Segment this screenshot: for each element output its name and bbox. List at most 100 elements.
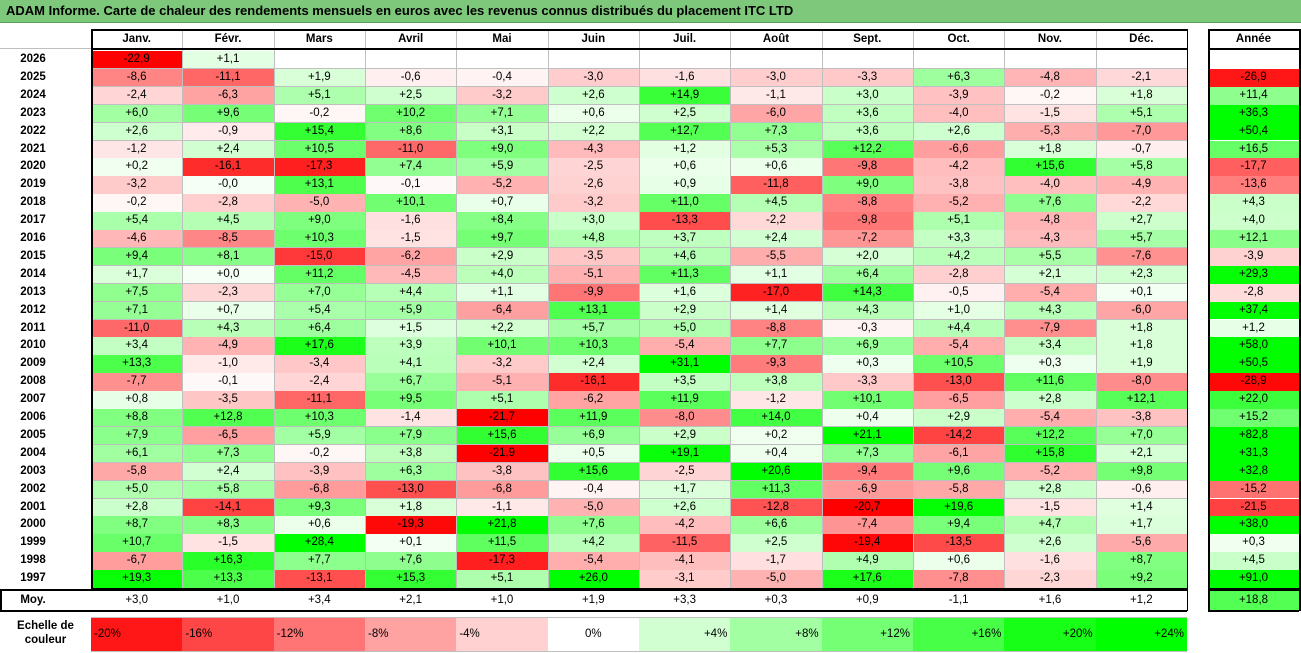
year-label: 2014 xyxy=(20,267,46,280)
heatmap-cell: +10,2 xyxy=(364,104,457,123)
heatmap-cell: -1,5 xyxy=(1004,104,1096,123)
year-label: 2001 xyxy=(20,500,46,513)
heatmap-cell: +9,2 xyxy=(1095,570,1187,588)
scale-swatch: -16% xyxy=(182,617,274,651)
heatmap-cell xyxy=(456,51,548,69)
heatmap-cell: +0,6 xyxy=(730,158,822,177)
heatmap-cell: +28,4 xyxy=(273,534,365,553)
heatmap-cell: +11,9 xyxy=(638,391,731,409)
annual-cell: -13,6 xyxy=(1208,176,1299,195)
annual-cell: +32,8 xyxy=(1208,462,1299,481)
heatmap-cell: +1,9 xyxy=(273,68,365,87)
scale-swatch: +20% xyxy=(1004,617,1096,651)
heatmap-cell: +0,1 xyxy=(364,534,457,553)
annual-border xyxy=(1208,29,1210,589)
annual-cell: +31,3 xyxy=(1208,444,1299,463)
annual-border xyxy=(1208,589,1210,611)
month-header: Avril xyxy=(398,33,424,45)
heatmap-cell: +7,1 xyxy=(456,104,548,123)
heatmap-cell: +26,0 xyxy=(547,570,639,588)
heatmap-cell: +1,5 xyxy=(364,319,457,338)
col-gridline xyxy=(547,30,549,588)
heatmap-cell: +1,8 xyxy=(364,498,457,517)
heatmap-cell: +5,3 xyxy=(730,140,822,159)
heatmap-cell: -9,8 xyxy=(821,158,913,177)
heatmap-cell: -3,9 xyxy=(912,86,1005,105)
year-label: 2008 xyxy=(20,375,46,388)
heatmap-cell: +8,7 xyxy=(1095,552,1187,571)
heatmap-cell: -6,7 xyxy=(91,552,183,571)
heatmap-cell: +7,5 xyxy=(91,283,183,302)
heatmap-cell: -5,6 xyxy=(1095,534,1187,553)
heatmap-cell: +2,6 xyxy=(912,122,1005,141)
heatmap-cell: +0,4 xyxy=(821,409,913,427)
scale-label-line1: Echelle de xyxy=(17,620,74,632)
heatmap-cell: -3,9 xyxy=(273,462,365,481)
annual-cell: -21,5 xyxy=(1208,498,1299,517)
heatmap-cell: +0,0 xyxy=(182,265,274,284)
heatmap-cell: -6,5 xyxy=(182,426,274,445)
heatmap-cell: -14,2 xyxy=(912,426,1005,445)
heatmap-cell: +8,4 xyxy=(456,212,548,230)
heatmap-cell: -9,4 xyxy=(821,462,913,481)
heatmap-cell: -6,4 xyxy=(456,301,548,320)
heatmap-cell: +9,0 xyxy=(273,212,365,230)
heatmap-cell: +17,6 xyxy=(821,570,913,588)
heatmap-cell: -7,0 xyxy=(1095,122,1187,141)
heatmap-cell: +14,9 xyxy=(638,86,731,105)
col-gridline xyxy=(273,30,275,588)
heatmap-cell: -7,6 xyxy=(1095,247,1187,266)
heatmap-cell xyxy=(638,51,731,69)
year-label: 2026 xyxy=(20,53,46,65)
heatmap-cell: +6,7 xyxy=(364,373,457,392)
heatmap-cell: +7,7 xyxy=(730,337,822,356)
heatmap-cell: -7,8 xyxy=(912,570,1005,588)
heatmap-cell: +5,4 xyxy=(91,212,183,230)
heatmap-cell: -3,5 xyxy=(182,391,274,409)
heatmap-cell: +10,1 xyxy=(456,337,548,356)
heatmap-cell: +7,0 xyxy=(1095,426,1187,445)
heatmap-cell: +21,8 xyxy=(456,516,548,535)
heatmap-cell: +2,1 xyxy=(1004,265,1096,284)
heatmap-cell: -2,4 xyxy=(91,86,183,105)
year-label: 2020 xyxy=(20,160,46,173)
heatmap-cell: -13,5 xyxy=(912,534,1005,553)
heatmap-cell: -2,3 xyxy=(182,283,274,302)
year-label: 2004 xyxy=(20,446,46,459)
heatmap-cell: +7,6 xyxy=(1004,194,1096,213)
heatmap-cell xyxy=(547,51,639,69)
col-gridline xyxy=(1095,30,1097,588)
heatmap-cell: -1,7 xyxy=(730,552,822,571)
heatmap-cell: +2,4 xyxy=(547,355,639,374)
heatmap-cell: +2,0 xyxy=(821,247,913,266)
heatmap-cell: +12,1 xyxy=(1095,391,1187,409)
scale-swatch: +8% xyxy=(730,617,822,651)
heatmap-cell: +1,4 xyxy=(1095,498,1187,517)
heatmap-cell: +6,9 xyxy=(821,337,913,356)
col-gridline xyxy=(1004,30,1006,588)
heatmap-cell: +9,6 xyxy=(182,104,274,123)
average-cell: +1,9 xyxy=(581,594,605,606)
heatmap-cell: -0,0 xyxy=(182,176,274,195)
heatmap-cell: +9,3 xyxy=(273,498,365,517)
heatmap-cell: +5,4 xyxy=(273,301,365,320)
heatmap-cell: +0,4 xyxy=(730,444,822,463)
heatmap-cell: +19,6 xyxy=(912,498,1005,517)
heatmap-cell: -5,4 xyxy=(1004,283,1096,302)
heatmap-cell: +0,8 xyxy=(91,391,183,409)
heatmap-cell: -3,2 xyxy=(91,176,183,195)
year-label: 1999 xyxy=(20,536,46,549)
month-header: Juil. xyxy=(673,33,697,45)
year-label: 2024 xyxy=(20,88,46,101)
heatmap-cell: -5,4 xyxy=(1004,409,1096,427)
heatmap-cell: -13,0 xyxy=(912,373,1005,392)
heatmap-cell: +2,3 xyxy=(1095,265,1187,284)
average-cell: +1,6 xyxy=(1038,594,1062,606)
month-header: Mars xyxy=(305,33,333,45)
heatmap-cell: +11,0 xyxy=(638,194,731,213)
heatmap-cell: +5,9 xyxy=(273,426,365,445)
heatmap-cell: +0,7 xyxy=(182,301,274,320)
scale-label-line2: couleur xyxy=(24,634,67,646)
heatmap-cell: -0,2 xyxy=(91,194,183,213)
heatmap-cell: +2,4 xyxy=(730,230,822,248)
